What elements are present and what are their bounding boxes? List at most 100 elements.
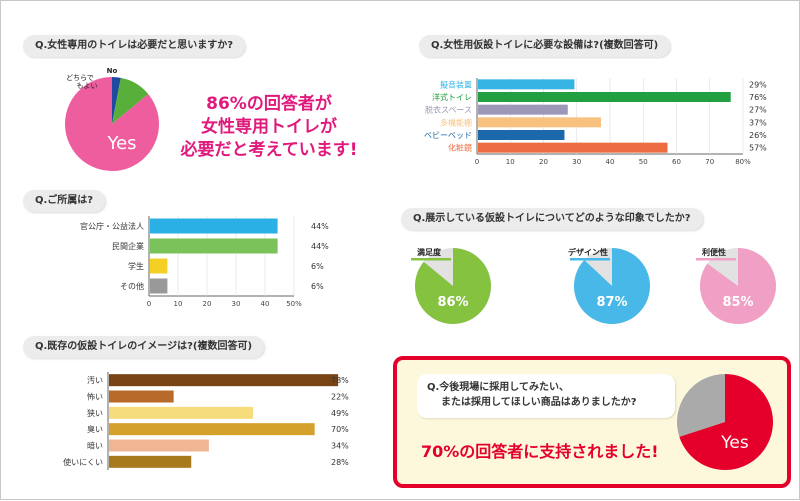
impression-tab-1	[570, 258, 610, 261]
facilities-bar-1	[478, 92, 731, 102]
q4-question: Q.展示している仮設トイレについてどのような印象でしたか?	[401, 208, 703, 230]
facilities-tick-1: 10	[506, 158, 515, 166]
facilities-bar-3	[478, 117, 602, 128]
impression-pie-slice-2	[700, 248, 776, 324]
q2-question: Q.女性用仮設トイレに必要な設備は?(複数回答可)	[419, 35, 671, 57]
affiliation-tick-1: 10	[174, 300, 183, 308]
affiliation-tick-4: 40	[261, 300, 270, 308]
affiliation-tick-3: 30	[232, 300, 241, 308]
q1-question: Q.女性専用のトイレは必要だと思いますか?	[23, 35, 246, 57]
affiliation-tick-2: 20	[203, 300, 212, 308]
q5-question: Q.既存の仮設トイレのイメージは?(複数回答可)	[23, 336, 265, 358]
q2-panel: Q.女性用仮設トイレに必要な設備は?(複数回答可) 0 10 20 30 40 50 60 7…	[401, 1, 800, 186]
image-value-2: 49%	[331, 409, 349, 418]
facilities-value-2: 27%	[749, 106, 767, 115]
impression-pie-value-0: 86%	[437, 295, 468, 310]
facilities-bar-2	[478, 104, 568, 115]
pie-label-neither-line2: もよい	[77, 82, 98, 90]
impression-pie-charts: 86% 満足度 87% デザイン性 85% 利便性	[411, 247, 776, 324]
impression-label-2: 利便性	[701, 247, 726, 257]
facilities-tick-7: 70	[705, 158, 714, 166]
impression-pie-slice-1	[574, 248, 650, 324]
affiliation-category-3: その他	[120, 281, 144, 291]
q3-panel: Q.ご所属は? 0 10 20 30 40 50% 官公庁・公益法人 44% 民間企業 44% 学生…	[1, 186, 401, 336]
affiliation-category-0: 官公庁・公益法人	[80, 221, 144, 231]
facilities-value-1: 76%	[749, 93, 767, 102]
need-pie-slice-2	[112, 77, 121, 124]
impression-pie-slice-0	[415, 248, 491, 324]
affiliation-bar-1	[150, 238, 278, 254]
impression-label-1: デザイン性	[568, 247, 608, 257]
impression-tab-0	[411, 258, 451, 261]
q6-headline: 70%の回答者に支持されました!	[421, 442, 659, 461]
image-category-4: 暗い	[87, 441, 103, 451]
impression-pie-value-1: 87%	[596, 295, 627, 310]
q5-panel: Q.既存の仮設トイレのイメージは?(複数回答可) 汚い 78% 怖い 22% 狭い 49%…	[1, 336, 401, 501]
impression-label-0: 満足度	[417, 247, 442, 257]
adopt-pie-slice-yes	[679, 374, 773, 470]
q6-callout: Q.今後現場に採用してみたい、 または採用してほしい商品はありましたか? 70%…	[393, 356, 791, 488]
image-bar-chart: 汚い 78% 怖い 22% 狭い 49% 臭い 70% 暗い 34% 使いにくい 28%	[63, 372, 349, 470]
q3-question: Q.ご所属は?	[23, 190, 106, 212]
q6-question-line2: または採用してほしい商品はありましたか?	[441, 397, 637, 408]
pie-label-no: No	[107, 67, 118, 75]
image-value-0: 78%	[331, 376, 349, 385]
image-value-5: 28%	[331, 458, 349, 467]
affiliation-category-1: 民間企業	[112, 241, 144, 251]
pie-label-neither-line1: どちらで	[66, 74, 94, 82]
image-bar-1	[109, 390, 174, 403]
facilities-category-0: 擬音装置	[440, 79, 472, 89]
q1-headline-line3: 必要だと考えています!	[180, 140, 358, 160]
facilities-value-4: 26%	[749, 131, 767, 140]
affiliation-value-0: 44%	[311, 222, 329, 231]
image-value-4: 34%	[331, 442, 349, 451]
facilities-value-5: 57%	[749, 144, 767, 153]
facilities-tick-2: 20	[539, 158, 548, 166]
affiliation-value-1: 44%	[311, 242, 329, 251]
q6-question: Q.今後現場に採用してみたい、 または採用してほしい商品はありましたか?	[417, 374, 675, 418]
adopt-pie-chart: Yes	[677, 374, 773, 470]
q1-headline: 86%の回答者が 女性専用トイレが 必要だと考えています!	[179, 93, 359, 162]
facilities-category-1: 洋式トイレ	[432, 92, 472, 102]
image-value-3: 70%	[331, 425, 349, 434]
image-category-1: 怖い	[87, 392, 103, 402]
pie-label-neither: どちらでもよい	[66, 74, 97, 90]
image-bar-0	[109, 374, 339, 387]
image-bar-3	[109, 423, 315, 436]
facilities-category-3: 多機能棚	[440, 117, 472, 127]
affiliation-bar-2	[150, 258, 168, 274]
affiliation-tick-0: 0	[147, 300, 151, 308]
impression-tab-2	[696, 258, 736, 261]
q1-headline-line2: 女性専用トイレが	[201, 117, 337, 137]
q4-panel: Q.展示している仮設トイレについてどのような印象でしたか? 86% 満足度 87% デ…	[401, 186, 800, 336]
affiliation-tick-5: 50%	[286, 300, 302, 308]
affiliation-category-2: 学生	[128, 261, 144, 271]
facilities-value-0: 29%	[749, 80, 767, 89]
need-pie-slice-1	[112, 77, 149, 124]
facilities-bar-5	[478, 142, 668, 153]
q1-headline-line1: 86%の回答者が	[206, 94, 332, 114]
q6-question-line1: Q.今後現場に採用してみたい、	[427, 382, 569, 393]
facilities-category-2: 脱衣スペース	[425, 105, 472, 115]
affiliation-value-2: 6%	[311, 262, 324, 271]
need-pie-chart: Yes どちらでもよい No	[65, 67, 159, 171]
facilities-tick-3: 30	[572, 158, 581, 166]
facilities-category-4: ベビーベッド	[424, 131, 472, 140]
facilities-tick-5: 50	[639, 158, 648, 166]
affiliation-value-3: 6%	[311, 282, 324, 291]
facilities-value-3: 37%	[749, 118, 767, 127]
impression-pie-value-2: 85%	[722, 295, 753, 310]
image-bar-2	[109, 406, 253, 419]
facilities-bar-chart: 0 10 20 30 40 50 60 70 80% 擬音装置 29% 洋式トイレ 76% 脱衣スペース 2…	[424, 78, 767, 166]
need-pie-slice-0	[65, 77, 159, 171]
facilities-tick-4: 40	[606, 158, 615, 166]
adopt-pie-slice-no	[677, 374, 725, 437]
image-category-2: 狭い	[87, 408, 103, 418]
facilities-category-5: 化粧鏡	[448, 143, 472, 153]
q1-panel: Q.女性専用のトイレは必要だと思いますか? Yes どちらでもよい No 86%…	[1, 1, 401, 186]
facilities-tick-0: 0	[475, 158, 479, 166]
affiliation-bar-3	[150, 278, 168, 294]
facilities-bar-4	[478, 130, 565, 140]
pie-label-yes: Yes	[106, 133, 136, 154]
